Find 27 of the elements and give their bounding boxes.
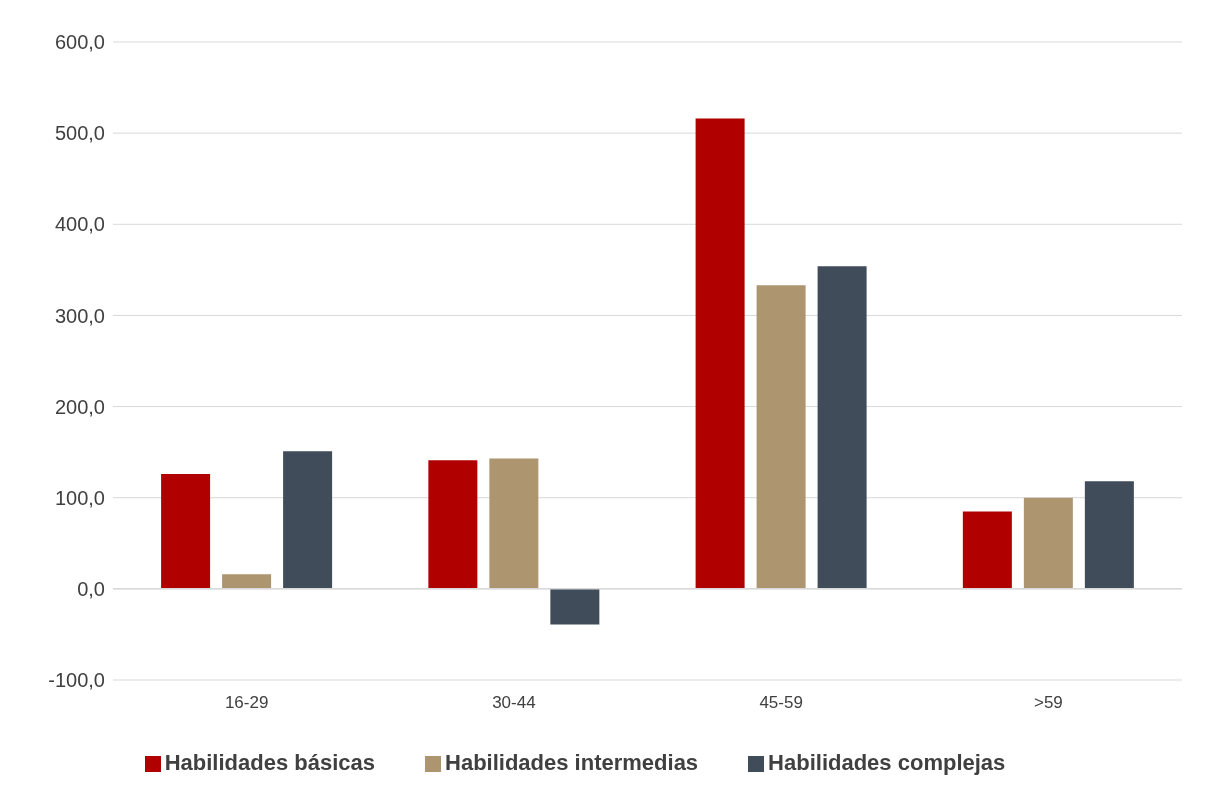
bar [1023, 497, 1073, 589]
legend-label: Habilidades complejas [768, 750, 1006, 775]
bar [695, 118, 745, 589]
x-tick-label: 45-59 [759, 693, 803, 713]
bar [283, 451, 333, 589]
bar [1084, 481, 1134, 589]
x-tick-label: 30-44 [492, 693, 536, 713]
bar [222, 574, 272, 589]
bar [962, 511, 1012, 589]
legend-label: Habilidades básicas [164, 750, 376, 775]
bar [756, 285, 806, 589]
y-tick-label: -100,0 [48, 669, 105, 692]
x-tick-label: 16-29 [224, 693, 269, 713]
bar [489, 458, 539, 589]
y-tick-label: 600,0 [54, 31, 105, 54]
y-tick-label: 300,0 [54, 304, 105, 327]
bar [428, 460, 478, 589]
y-tick-label: 100,0 [54, 486, 105, 509]
y-tick-label: 0,0 [77, 577, 105, 600]
y-tick-label: 200,0 [54, 395, 105, 418]
bar [817, 266, 867, 589]
x-tick-label: >59 [1033, 693, 1063, 713]
y-tick-label: 400,0 [54, 213, 105, 236]
legend-label: Habilidades intermedias [445, 750, 699, 775]
y-tick-label: 500,0 [54, 122, 105, 145]
bar [550, 588, 600, 625]
bar [161, 474, 211, 589]
